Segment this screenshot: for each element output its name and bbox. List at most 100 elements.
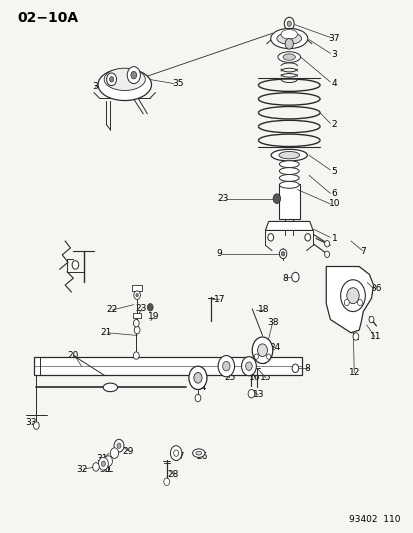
Circle shape [324, 251, 329, 257]
Circle shape [133, 291, 140, 300]
Circle shape [344, 300, 349, 306]
Text: 6: 6 [331, 189, 337, 198]
Circle shape [93, 463, 99, 471]
Circle shape [273, 194, 280, 204]
Circle shape [33, 422, 39, 429]
Circle shape [98, 457, 108, 470]
Circle shape [257, 344, 267, 357]
Circle shape [114, 439, 123, 452]
Text: 8: 8 [282, 273, 287, 282]
Circle shape [292, 364, 298, 373]
Text: 14: 14 [196, 383, 207, 392]
Circle shape [368, 317, 373, 322]
Circle shape [241, 357, 256, 376]
Circle shape [109, 77, 114, 82]
Circle shape [110, 448, 118, 458]
Ellipse shape [277, 52, 300, 62]
Circle shape [72, 261, 78, 269]
Circle shape [281, 252, 284, 256]
Ellipse shape [280, 29, 297, 39]
Circle shape [287, 21, 291, 26]
Circle shape [352, 333, 358, 340]
Bar [278, 184, 299, 219]
Circle shape [247, 390, 254, 398]
Circle shape [254, 354, 258, 359]
Circle shape [170, 446, 181, 461]
Circle shape [346, 288, 358, 304]
Text: 28: 28 [167, 470, 178, 479]
Text: 27: 27 [173, 452, 184, 461]
Circle shape [291, 272, 298, 282]
Text: 11: 11 [369, 332, 380, 341]
Bar [132, 285, 142, 291]
Circle shape [324, 240, 329, 247]
Text: 12: 12 [349, 368, 360, 377]
Text: 38: 38 [266, 318, 278, 327]
Circle shape [104, 456, 112, 466]
Circle shape [164, 478, 169, 486]
Text: 35: 35 [172, 79, 183, 88]
Circle shape [252, 337, 272, 364]
Text: 5: 5 [331, 166, 337, 175]
Circle shape [131, 71, 136, 79]
Ellipse shape [104, 68, 145, 91]
Text: 33: 33 [25, 418, 37, 427]
Text: 9: 9 [216, 249, 222, 259]
Text: 93402  110: 93402 110 [348, 515, 399, 524]
Ellipse shape [276, 33, 301, 44]
Circle shape [222, 361, 230, 371]
Circle shape [147, 304, 153, 311]
Text: 15: 15 [259, 373, 271, 382]
Ellipse shape [279, 167, 298, 174]
Ellipse shape [282, 54, 295, 60]
Text: 30: 30 [99, 465, 111, 473]
Ellipse shape [271, 149, 306, 161]
Circle shape [133, 319, 139, 327]
Text: 21: 21 [100, 328, 112, 337]
Text: 29: 29 [122, 447, 133, 456]
Text: 23: 23 [217, 194, 228, 203]
Text: 25: 25 [223, 373, 235, 382]
Text: 37: 37 [328, 34, 339, 43]
Circle shape [116, 443, 121, 448]
Circle shape [133, 352, 139, 359]
Circle shape [188, 366, 206, 390]
Text: 3: 3 [331, 50, 337, 59]
Ellipse shape [279, 174, 298, 181]
Circle shape [107, 73, 116, 86]
Circle shape [267, 233, 273, 241]
Text: 8: 8 [304, 364, 310, 373]
Text: 20: 20 [67, 351, 79, 360]
Text: 32: 32 [76, 465, 88, 473]
Circle shape [340, 280, 364, 312]
Text: 2: 2 [331, 120, 337, 129]
Polygon shape [265, 221, 312, 230]
Circle shape [135, 294, 138, 297]
Bar [133, 313, 141, 318]
Text: 22: 22 [106, 305, 117, 314]
Text: 1: 1 [331, 234, 337, 243]
Circle shape [218, 356, 234, 377]
Ellipse shape [278, 151, 299, 159]
Circle shape [284, 17, 294, 30]
Circle shape [266, 354, 270, 359]
Text: 4: 4 [331, 79, 337, 88]
Circle shape [127, 67, 140, 84]
Text: 16: 16 [249, 373, 260, 382]
Circle shape [193, 373, 202, 383]
Text: 18: 18 [257, 305, 269, 314]
Ellipse shape [279, 181, 298, 188]
Circle shape [245, 362, 252, 370]
Text: 02−10A: 02−10A [18, 11, 79, 26]
Circle shape [101, 461, 105, 466]
Ellipse shape [270, 28, 307, 49]
Text: 19: 19 [147, 312, 159, 321]
Circle shape [304, 233, 310, 241]
Ellipse shape [192, 449, 204, 457]
Polygon shape [325, 266, 373, 333]
Ellipse shape [195, 451, 201, 455]
Circle shape [357, 300, 361, 306]
Text: 24: 24 [268, 343, 280, 352]
Text: 34: 34 [92, 82, 104, 91]
Text: 7: 7 [360, 247, 365, 256]
